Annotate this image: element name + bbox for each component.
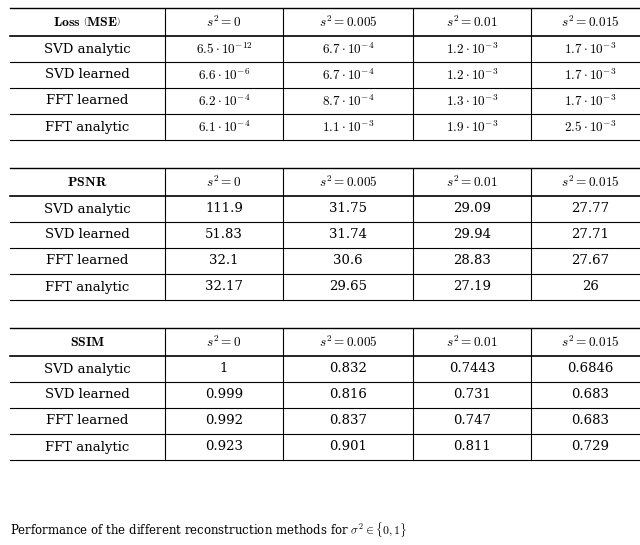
- Text: 0.6846: 0.6846: [567, 362, 614, 376]
- Text: 32.17: 32.17: [205, 281, 243, 294]
- Text: 0.999: 0.999: [205, 389, 243, 402]
- Text: 0.683: 0.683: [572, 415, 609, 427]
- Text: 28.83: 28.83: [453, 255, 491, 268]
- Text: 0.901: 0.901: [329, 440, 367, 453]
- Text: 0.832: 0.832: [329, 362, 367, 376]
- Text: $s^2 = 0.005$: $s^2 = 0.005$: [319, 334, 378, 350]
- Text: 29.94: 29.94: [453, 228, 491, 241]
- Text: 0.811: 0.811: [453, 440, 491, 453]
- Text: SVD learned: SVD learned: [45, 69, 130, 82]
- Text: $6.5 \cdot 10^{-12}$: $6.5 \cdot 10^{-12}$: [196, 41, 252, 57]
- Text: FFT analytic: FFT analytic: [45, 440, 130, 453]
- Text: 32.1: 32.1: [209, 255, 239, 268]
- Text: FFT learned: FFT learned: [46, 94, 129, 107]
- Text: 0.992: 0.992: [205, 415, 243, 427]
- Text: 29.09: 29.09: [453, 203, 491, 215]
- Text: $2.5 \cdot 10^{-3}$: $2.5 \cdot 10^{-3}$: [564, 119, 617, 135]
- Text: FFT analytic: FFT analytic: [45, 281, 130, 294]
- Text: 31.75: 31.75: [329, 203, 367, 215]
- Text: SVD analytic: SVD analytic: [44, 362, 131, 376]
- Text: $s^2 = 0.015$: $s^2 = 0.015$: [561, 14, 620, 29]
- Text: $s^2 = 0.015$: $s^2 = 0.015$: [561, 334, 620, 350]
- Text: 27.67: 27.67: [572, 255, 609, 268]
- Text: 0.837: 0.837: [329, 415, 367, 427]
- Text: $1.2 \cdot 10^{-3}$: $1.2 \cdot 10^{-3}$: [446, 68, 498, 83]
- Text: $1.2 \cdot 10^{-3}$: $1.2 \cdot 10^{-3}$: [446, 41, 498, 57]
- Text: FFT analytic: FFT analytic: [45, 120, 130, 134]
- Text: 26: 26: [582, 281, 599, 294]
- Text: 30.6: 30.6: [333, 255, 363, 268]
- Text: $1.9 \cdot 10^{-3}$: $1.9 \cdot 10^{-3}$: [446, 119, 498, 135]
- Text: $s^2 = 0.015$: $s^2 = 0.015$: [561, 174, 620, 190]
- Text: $s^2 = 0.005$: $s^2 = 0.005$: [319, 14, 378, 29]
- Text: 31.74: 31.74: [329, 228, 367, 241]
- Text: 0.816: 0.816: [329, 389, 367, 402]
- Text: $s^2 = 0$: $s^2 = 0$: [206, 14, 242, 29]
- Text: SVD learned: SVD learned: [45, 389, 130, 402]
- Text: $\mathbf{Loss\ \left(MSE\right)}$: $\mathbf{Loss\ \left(MSE\right)}$: [53, 15, 122, 29]
- Text: $s^2 = 0$: $s^2 = 0$: [206, 174, 242, 190]
- Text: 29.65: 29.65: [329, 281, 367, 294]
- Text: $\mathbf{PSNR}$: $\mathbf{PSNR}$: [67, 175, 108, 189]
- Text: $1.1 \cdot 10^{-3}$: $1.1 \cdot 10^{-3}$: [322, 119, 374, 135]
- Text: SVD analytic: SVD analytic: [44, 43, 131, 56]
- Text: $1.7 \cdot 10^{-3}$: $1.7 \cdot 10^{-3}$: [564, 68, 617, 83]
- Text: FFT learned: FFT learned: [46, 415, 129, 427]
- Text: 27.19: 27.19: [453, 281, 491, 294]
- Text: $s^2 = 0.005$: $s^2 = 0.005$: [319, 174, 378, 190]
- Text: $1.7 \cdot 10^{-3}$: $1.7 \cdot 10^{-3}$: [564, 93, 617, 108]
- Text: $6.6 \cdot 10^{-6}$: $6.6 \cdot 10^{-6}$: [198, 68, 250, 83]
- Text: $6.1 \cdot 10^{-4}$: $6.1 \cdot 10^{-4}$: [198, 119, 250, 135]
- Text: 111.9: 111.9: [205, 203, 243, 215]
- Text: SVD learned: SVD learned: [45, 228, 130, 241]
- Text: 0.729: 0.729: [572, 440, 609, 453]
- Text: 0.923: 0.923: [205, 440, 243, 453]
- Text: FFT learned: FFT learned: [46, 255, 129, 268]
- Text: 27.77: 27.77: [572, 203, 609, 215]
- Text: $s^2 = 0$: $s^2 = 0$: [206, 334, 242, 350]
- Text: $s^2 = 0.01$: $s^2 = 0.01$: [446, 14, 498, 29]
- Text: 0.683: 0.683: [572, 389, 609, 402]
- Text: $s^2 = 0.01$: $s^2 = 0.01$: [446, 174, 498, 190]
- Text: Performance of the different reconstruction methods for $\sigma^2 \in \{0, 1\}$: Performance of the different reconstruct…: [10, 521, 407, 539]
- Text: 0.731: 0.731: [453, 389, 491, 402]
- Text: 0.7443: 0.7443: [449, 362, 495, 376]
- Text: 27.71: 27.71: [572, 228, 609, 241]
- Text: 1: 1: [220, 362, 228, 376]
- Text: $\mathbf{SSIM}$: $\mathbf{SSIM}$: [70, 335, 106, 349]
- Text: $6.2 \cdot 10^{-4}$: $6.2 \cdot 10^{-4}$: [198, 93, 250, 108]
- Text: 51.83: 51.83: [205, 228, 243, 241]
- Text: $1.7 \cdot 10^{-3}$: $1.7 \cdot 10^{-3}$: [564, 41, 617, 57]
- Text: 0.747: 0.747: [453, 415, 491, 427]
- Text: $1.3 \cdot 10^{-3}$: $1.3 \cdot 10^{-3}$: [446, 93, 498, 108]
- Text: $8.7 \cdot 10^{-4}$: $8.7 \cdot 10^{-4}$: [322, 93, 374, 108]
- Text: $6.7 \cdot 10^{-4}$: $6.7 \cdot 10^{-4}$: [322, 41, 374, 57]
- Text: $s^2 = 0.01$: $s^2 = 0.01$: [446, 334, 498, 350]
- Text: SVD analytic: SVD analytic: [44, 203, 131, 215]
- Text: $6.7 \cdot 10^{-4}$: $6.7 \cdot 10^{-4}$: [322, 68, 374, 83]
